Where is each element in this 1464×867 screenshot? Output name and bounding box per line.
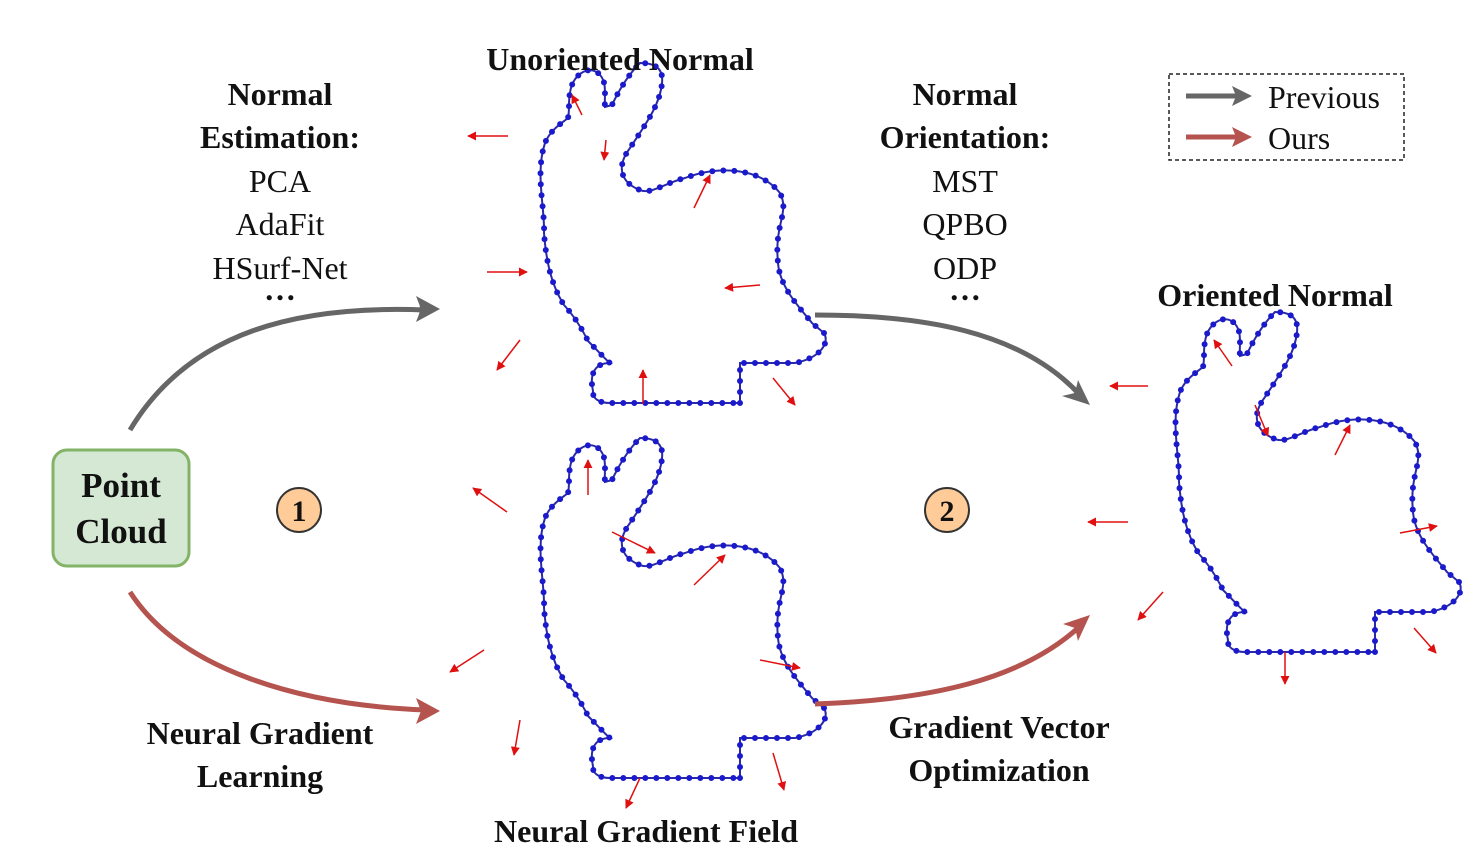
- legend: Previous Ours: [1168, 73, 1405, 161]
- estimation-title-line2: Estimation:: [200, 119, 360, 155]
- estimation-ellipsis: …: [264, 271, 296, 307]
- orientation-ellipsis: …: [949, 271, 981, 307]
- estimation-method: PCA: [249, 163, 311, 199]
- unoriented-normal-title: Unoriented Normal: [486, 41, 754, 77]
- step-1-label: 1: [292, 495, 307, 528]
- neural-gradient-field-title: Neural Gradient Field: [494, 813, 798, 849]
- step-2-label: 2: [940, 495, 955, 528]
- previous-path-arrows: [127, 306, 1082, 432]
- oriented-bunny: [1176, 312, 1461, 652]
- field-normals: [449, 459, 801, 809]
- step-2-badge: 2: [924, 487, 970, 533]
- orientation-method: MST: [932, 163, 998, 199]
- estimation-title-line1: Normal: [228, 76, 333, 112]
- point-cloud-node: [51, 448, 191, 568]
- previous-arrowheads: [416, 296, 1090, 405]
- estimation-method: HSurf-Net: [212, 250, 347, 286]
- estimation-method: AdaFit: [236, 206, 325, 242]
- gvo-label-line2: Optimization: [908, 752, 1090, 788]
- ngl-label-line1: Neural Gradient: [147, 715, 374, 751]
- ours-path-arrows: [127, 590, 1080, 713]
- point-cloud-label-line2: Cloud: [75, 512, 167, 551]
- unoriented-bunny: [541, 63, 826, 403]
- legend-previous-label: Previous: [1268, 79, 1380, 115]
- oriented-normal-title: Oriented Normal: [1157, 277, 1393, 313]
- orientation-title-line1: Normal: [913, 76, 1018, 112]
- ours-arrowheads: [416, 615, 1090, 724]
- field-bunny: [541, 438, 826, 778]
- legend-ours-label: Ours: [1268, 120, 1330, 156]
- oriented-normals: [1087, 339, 1438, 685]
- step-1-badge: 1: [276, 487, 322, 533]
- point-cloud-label-line1: Point: [81, 466, 161, 505]
- ngl-label-line2: Learning: [197, 758, 323, 794]
- gvo-label-line1: Gradient Vector: [888, 709, 1109, 745]
- unoriented-normals: [467, 94, 796, 406]
- orientation-method: ODP: [933, 250, 997, 286]
- orientation-title-line2: Orientation:: [880, 119, 1051, 155]
- orientation-method: QPBO: [922, 206, 1007, 242]
